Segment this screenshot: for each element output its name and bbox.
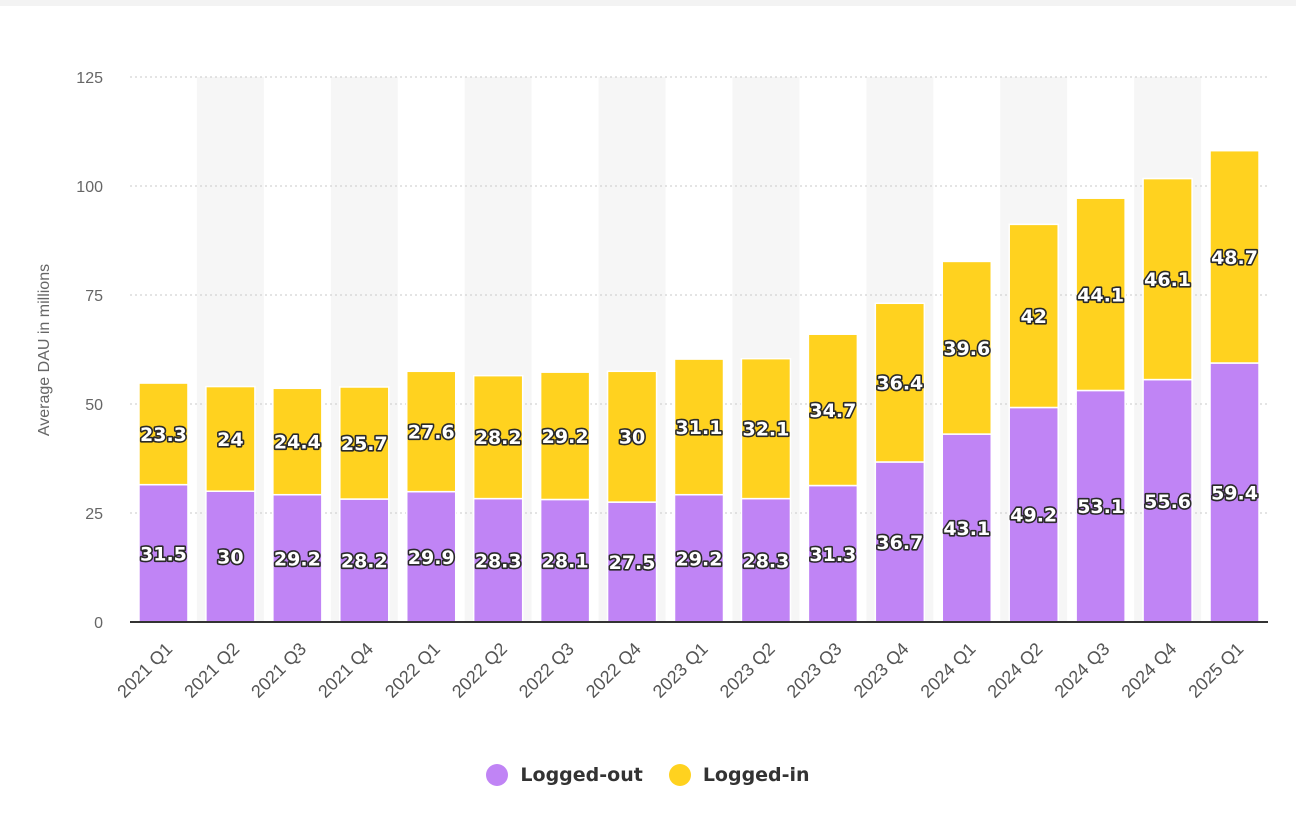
legend-label-logged-out: Logged-out xyxy=(520,764,643,786)
x-tick-label-2022-q1: 2022 Q1 xyxy=(381,639,444,702)
data-label-logged-in-2022-q4: 30 xyxy=(619,427,645,449)
bar-logged-out-2021-q4[interactable] xyxy=(339,498,390,623)
data-label-logged-out-2022-q2: 28.3 xyxy=(475,550,522,572)
bar-logged-in-2022-q4[interactable] xyxy=(606,370,658,503)
stacked-bar-chart: 0 25 50 75 100 125 Average DAU in millions 31.5… xyxy=(36,70,1268,702)
bar-logged-in-2022-q3[interactable] xyxy=(539,371,591,501)
x-tick-label-2022-q3: 2022 Q3 xyxy=(515,639,578,702)
data-label-logged-out-2021-q4: 28.2 xyxy=(341,551,388,573)
data-label-logged-in-2025-q1: 48.7 xyxy=(1211,247,1258,269)
x-tick-label-2024-q4: 2024 Q4 xyxy=(1117,639,1180,702)
data-label-logged-out-2021-q3: 29.2 xyxy=(274,548,321,570)
bar-logged-in-2024-q3[interactable] xyxy=(1075,197,1126,392)
x-tick-label-2021-q3: 2021 Q3 xyxy=(247,639,310,702)
data-label-logged-in-2022-q2: 28.2 xyxy=(475,427,522,449)
data-label-logged-in-2023-q2: 32.1 xyxy=(742,419,789,441)
data-label-logged-in-2021-q1: 23.3 xyxy=(140,424,187,446)
legend-swatch-logged-out xyxy=(486,764,509,786)
bar-logged-out-2022-q2[interactable] xyxy=(472,497,524,623)
bar-logged-in-2024-q1[interactable] xyxy=(941,260,993,435)
bar-logged-in-2024-q4[interactable] xyxy=(1142,177,1193,381)
bar-logged-out-2021-q1[interactable] xyxy=(138,483,189,623)
x-tick-label-2025-q1: 2025 Q1 xyxy=(1184,639,1247,702)
data-label-logged-out-2023-q3: 31.3 xyxy=(809,544,856,566)
data-label-logged-out-2024-q2: 49.2 xyxy=(1010,505,1057,527)
bar-logged-in-2022-q1[interactable] xyxy=(405,370,457,493)
bar-logged-in-2025-q1[interactable] xyxy=(1209,149,1260,364)
legend-item-logged-in[interactable]: Logged-in xyxy=(668,764,810,786)
x-tick-label-2023-q1: 2023 Q1 xyxy=(649,639,712,702)
y-axis-label: Average DAU in millions xyxy=(36,264,53,436)
x-tick-label-2023-q2: 2023 Q2 xyxy=(716,639,779,702)
data-label-logged-out-2025-q1: 59.4 xyxy=(1211,483,1258,505)
data-label-logged-out-2021-q1: 31.5 xyxy=(140,543,187,565)
y-tick-label-50: 50 xyxy=(85,397,103,414)
data-label-logged-out-2024-q3: 53.1 xyxy=(1077,496,1124,518)
y-tick-label-125: 125 xyxy=(76,70,103,87)
bar-logged-in-2023-q4[interactable] xyxy=(874,302,926,463)
legend: Logged-out Logged-in xyxy=(0,764,1296,786)
bar-logged-in-2023-q1[interactable] xyxy=(673,358,725,496)
y-tick-label-25: 25 xyxy=(85,506,103,523)
data-label-logged-in-2021-q4: 25.7 xyxy=(341,433,388,455)
data-label-logged-out-2022-q1: 29.9 xyxy=(408,547,455,569)
x-tick-label-2023-q4: 2023 Q4 xyxy=(850,639,913,702)
y-tick-label-100: 100 xyxy=(76,179,103,196)
bar-logged-out-2022-q1[interactable] xyxy=(405,490,457,623)
data-label-logged-in-2023-q1: 31.1 xyxy=(676,417,723,439)
data-label-logged-in-2021-q2: 24 xyxy=(217,429,243,451)
bar-logged-in-2022-q2[interactable] xyxy=(472,374,524,500)
data-label-logged-out-2023-q2: 28.3 xyxy=(742,550,789,572)
data-label-logged-out-2022-q4: 27.5 xyxy=(609,552,656,574)
top-divider xyxy=(0,0,1296,6)
bar-logged-in-2023-q2[interactable] xyxy=(740,357,792,500)
data-label-logged-out-2023-q4: 36.7 xyxy=(876,532,923,554)
bar-logged-out-2021-q2[interactable] xyxy=(205,490,256,623)
x-tick-label-2024-q2: 2024 Q2 xyxy=(984,639,1047,702)
bar-logged-in-2021-q3[interactable] xyxy=(272,387,323,496)
y-tick-label-75: 75 xyxy=(85,288,103,305)
data-label-logged-out-2021-q2: 30 xyxy=(217,547,243,569)
x-tick-label-2021-q1: 2021 Q1 xyxy=(113,639,176,702)
data-label-logged-in-2024-q2: 42 xyxy=(1020,306,1046,328)
data-label-logged-out-2024-q1: 43.1 xyxy=(943,518,990,540)
x-tick-label-2022-q2: 2022 Q2 xyxy=(448,639,511,702)
bar-logged-in-2021-q4[interactable] xyxy=(339,386,390,500)
legend-swatch-logged-in xyxy=(668,764,691,786)
data-label-logged-in-2024-q3: 44.1 xyxy=(1077,284,1124,306)
x-tick-label-2021-q2: 2021 Q2 xyxy=(180,639,243,702)
bar-logged-out-2023-q2[interactable] xyxy=(740,497,792,623)
x-tick-label-2024-q3: 2024 Q3 xyxy=(1050,639,1113,702)
bar-logged-in-2024-q2[interactable] xyxy=(1008,223,1059,409)
data-label-logged-out-2022-q3: 28.1 xyxy=(542,551,589,573)
bar-logged-out-2023-q1[interactable] xyxy=(673,493,725,623)
data-label-logged-out-2024-q4: 55.6 xyxy=(1144,491,1191,513)
data-label-logged-out-2023-q1: 29.2 xyxy=(676,548,723,570)
x-tick-label-2023-q3: 2023 Q3 xyxy=(783,639,846,702)
data-label-logged-in-2022-q1: 27.6 xyxy=(408,421,455,443)
x-tick-label-2021-q4: 2021 Q4 xyxy=(314,639,377,702)
bar-logged-in-2021-q2[interactable] xyxy=(205,385,256,492)
legend-item-logged-out[interactable]: Logged-out xyxy=(486,764,643,786)
legend-label-logged-in: Logged-in xyxy=(702,764,810,786)
y-tick-label-0: 0 xyxy=(94,615,103,632)
x-tick-label-2022-q4: 2022 Q4 xyxy=(582,639,645,702)
x-tick-label-2024-q1: 2024 Q1 xyxy=(917,639,980,702)
data-label-logged-in-2023-q4: 36.4 xyxy=(876,373,923,395)
data-label-logged-in-2021-q3: 24.4 xyxy=(274,431,321,453)
data-label-logged-in-2022-q3: 29.2 xyxy=(542,426,589,448)
data-label-logged-in-2023-q3: 34.7 xyxy=(809,400,856,422)
bar-logged-out-2022-q3[interactable] xyxy=(539,498,591,623)
bar-logged-in-2021-q1[interactable] xyxy=(138,382,189,486)
data-label-logged-in-2024-q1: 39.6 xyxy=(943,338,990,360)
bar-logged-out-2025-q1[interactable] xyxy=(1209,362,1260,623)
data-label-logged-in-2024-q4: 46.1 xyxy=(1144,269,1191,291)
bar-logged-in-2023-q3[interactable] xyxy=(807,333,859,487)
